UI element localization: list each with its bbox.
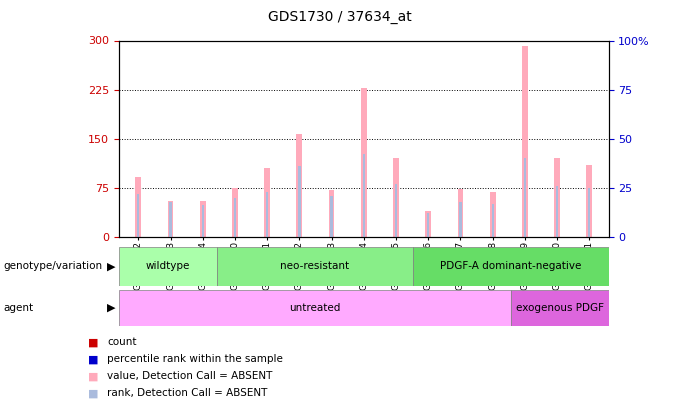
Bar (135, 177, 141, 237)
Bar (554, 158, 560, 237)
Text: ■: ■ (88, 354, 99, 364)
Text: rank, Detection Call = ABSENT: rank, Detection Call = ABSENT (107, 388, 268, 398)
Bar (361, 87, 367, 237)
Text: ■: ■ (88, 388, 99, 398)
Bar (458, 189, 463, 237)
Text: value, Detection Call = ABSENT: value, Detection Call = ABSENT (107, 371, 273, 381)
Text: exogenous PDGF: exogenous PDGF (515, 303, 604, 313)
Bar (427, 213, 429, 237)
Text: count: count (107, 337, 137, 347)
Bar (234, 198, 236, 237)
Bar (522, 46, 528, 237)
Bar (492, 204, 494, 237)
Bar (168, 201, 173, 237)
Bar (556, 186, 558, 237)
Bar (217, 247, 413, 286)
Bar (586, 165, 592, 237)
Bar (362, 154, 365, 237)
Bar (296, 134, 303, 237)
Text: ■: ■ (88, 337, 99, 347)
Bar (232, 188, 238, 237)
Bar (459, 202, 462, 237)
Bar (265, 168, 270, 237)
Bar (200, 201, 205, 237)
Text: neo-resistant: neo-resistant (280, 261, 350, 271)
Text: GDS1730 / 37634_at: GDS1730 / 37634_at (268, 10, 412, 24)
Text: ▶: ▶ (107, 303, 115, 313)
Bar (169, 202, 171, 237)
Bar (330, 196, 333, 237)
Bar (266, 192, 269, 237)
Bar (425, 211, 431, 237)
Bar (299, 166, 301, 237)
Text: PDGF-A dominant-negative: PDGF-A dominant-negative (440, 261, 581, 271)
Text: wildtype: wildtype (146, 261, 190, 271)
Bar (201, 205, 204, 237)
Bar (119, 247, 217, 286)
Bar (413, 247, 609, 286)
Bar (137, 194, 139, 237)
Bar (490, 192, 496, 237)
Text: percentile rank within the sample: percentile rank within the sample (107, 354, 284, 364)
Bar (524, 158, 526, 237)
Bar (395, 184, 397, 237)
Text: agent: agent (3, 303, 33, 313)
Bar (588, 188, 590, 237)
Bar (511, 290, 609, 326)
Text: ■: ■ (88, 371, 99, 381)
Text: untreated: untreated (289, 303, 341, 313)
Text: ▶: ▶ (107, 261, 115, 271)
Bar (393, 158, 399, 237)
Bar (328, 190, 335, 237)
Text: genotype/variation: genotype/variation (3, 261, 103, 271)
Bar (119, 290, 511, 326)
